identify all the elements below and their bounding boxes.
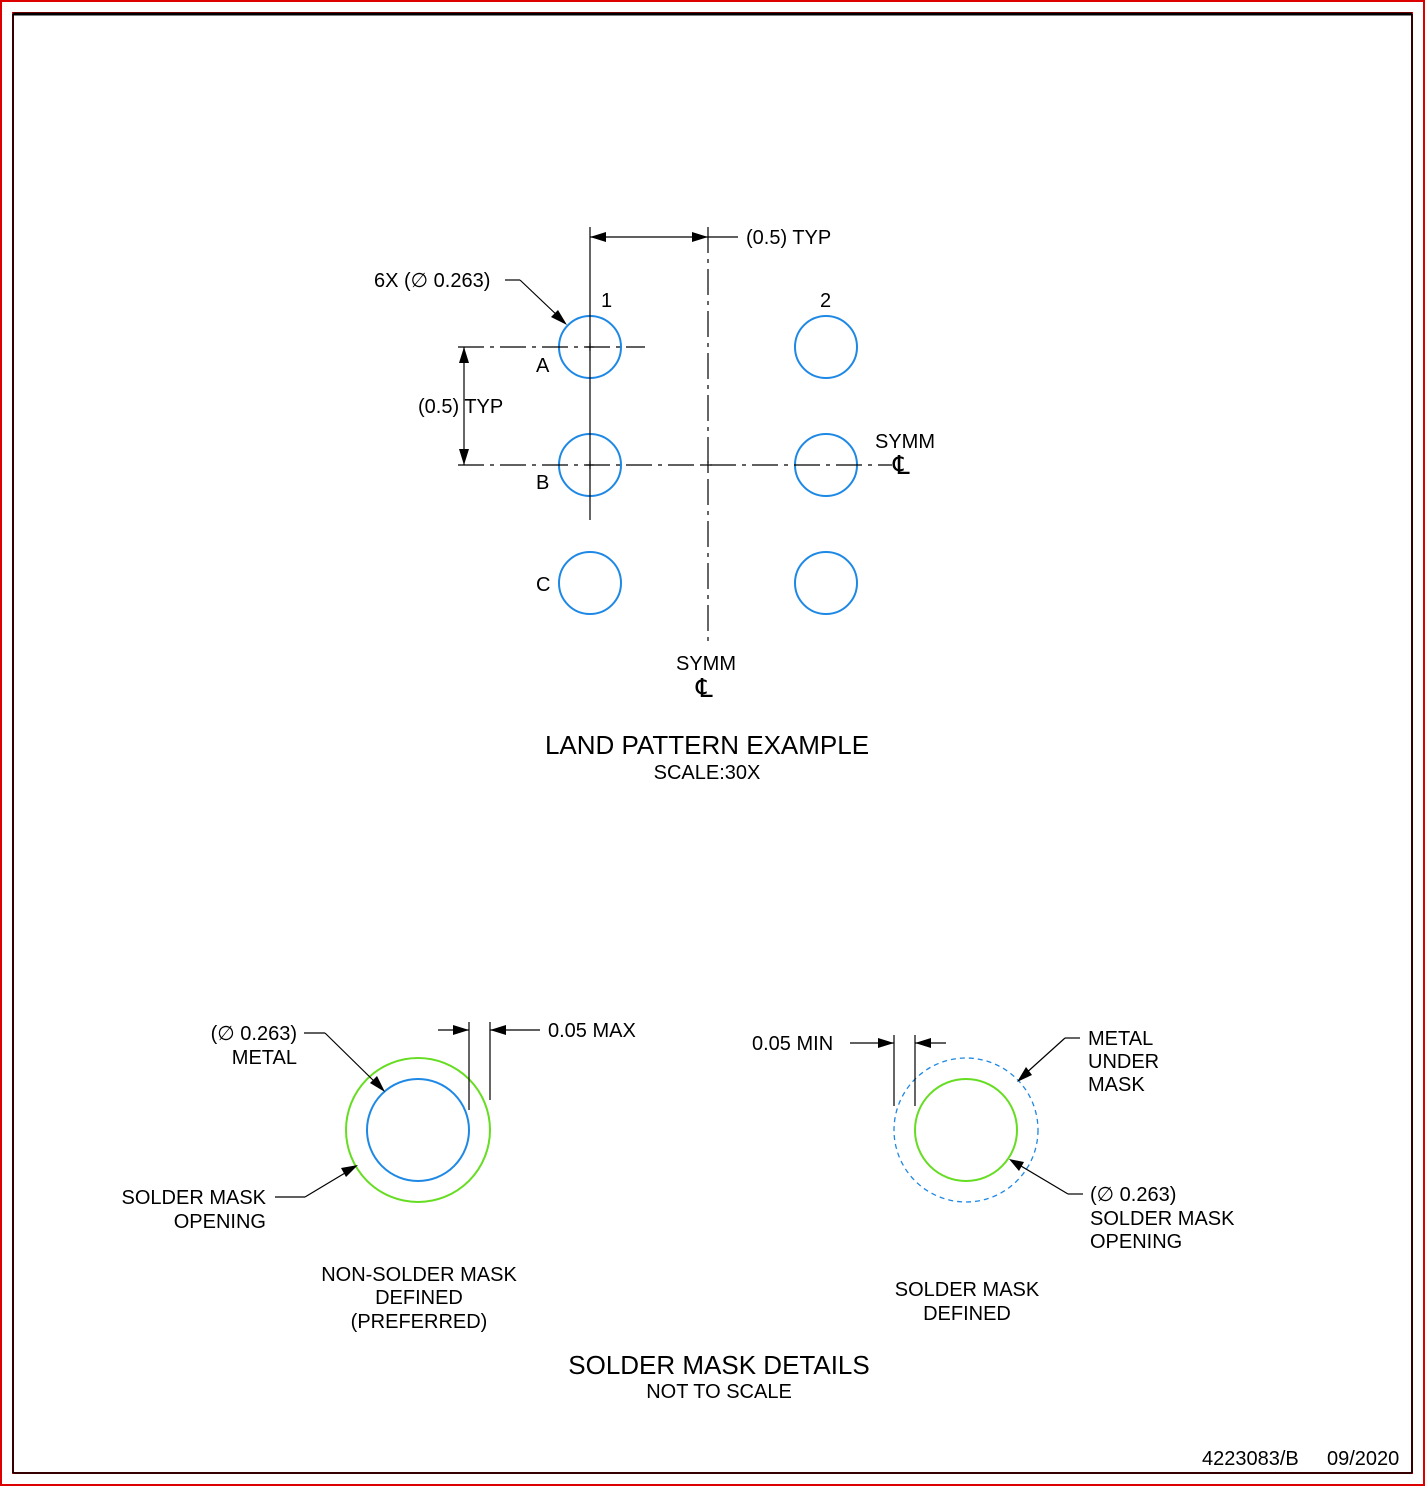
centerline-icon: ℄ [892,450,910,480]
nsmd-solder-mask-opening [345,1057,491,1203]
column-label-2: 2 [820,290,831,312]
nsmd-clearance-label: 0.05 MAX [548,1020,636,1042]
nsmd-opening-label-1: SOLDER MASK [122,1187,267,1209]
pad-a2 [794,315,858,379]
smd-metal-label-2: UNDER [1088,1051,1159,1073]
column-label-1: 1 [601,290,612,312]
smd-caption-2: DEFINED [923,1303,1011,1325]
row-label-a: A [536,355,550,377]
smd-solder-mask-opening [914,1078,1018,1182]
smd-opening-label-3: OPENING [1090,1231,1182,1253]
nsmd-detail: 0.05 MAX (∅ 0.263) METAL SOLDER MASK OPE… [122,1020,636,1333]
pad-c2 [794,551,858,615]
nsmd-caption-1: NON-SOLDER MASK [321,1264,517,1286]
pitch-y-label: (0.5) TYP [418,396,503,418]
smd-metal-label-1: METAL [1088,1028,1153,1050]
symm-label-horizontal: SYMM [875,431,935,453]
smd-detail: 0.05 MIN METAL UNDER MASK (∅ 0.263) SOLD… [752,1028,1235,1325]
nsmd-metal-pad [366,1078,470,1182]
pad-c1 [558,551,622,615]
nsmd-caption-3: (PREFERRED) [351,1311,488,1333]
smd-caption-1: SOLDER MASK [895,1279,1040,1301]
smd-metal-under-mask [893,1057,1039,1203]
land-pattern-title: LAND PATTERN EXAMPLE [545,730,869,760]
nsmd-metal-diameter: (∅ 0.263) [211,1023,297,1045]
pitch-x-label: (0.5) TYP [746,227,831,249]
nsmd-opening-label-2: OPENING [174,1211,266,1233]
pad-callout-label: 6X (∅ 0.263) [374,270,490,292]
document-number: 4223083/B [1202,1448,1299,1470]
centerline-icon: ℄ [695,673,713,703]
solder-mask-details-title: SOLDER MASK DETAILS [568,1350,870,1380]
smd-opening-label-1: (∅ 0.263) [1090,1184,1176,1206]
solder-mask-details-subtitle: NOT TO SCALE [646,1381,792,1403]
land-pattern-scale: SCALE:30X [654,762,761,784]
pad-center-marks [586,343,712,469]
nsmd-metal-label: METAL [232,1047,297,1069]
row-label-c: C [536,574,550,596]
smd-clearance-label: 0.05 MIN [752,1033,833,1055]
smd-metal-label-3: MASK [1088,1074,1145,1096]
row-label-b: B [536,472,549,494]
pitch-x-dimension [590,232,738,242]
symm-label-vertical: SYMM [676,653,736,675]
document-date: 09/2020 [1327,1448,1399,1470]
nsmd-caption-2: DEFINED [375,1287,463,1309]
smd-opening-label-2: SOLDER MASK [1090,1208,1235,1230]
pad-callout-leader [505,279,567,325]
pitch-y-dimension [459,347,469,465]
land-pattern-view: (0.5) TYP (0.5) TYP 6X (∅ 0.263) 1 2 A B… [374,227,935,784]
